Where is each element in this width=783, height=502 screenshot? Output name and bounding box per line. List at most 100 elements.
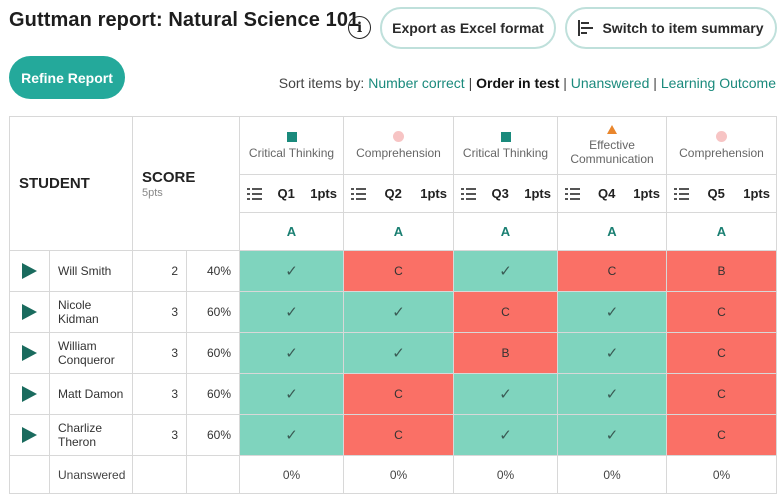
unanswered-value: 0% <box>557 455 667 494</box>
response-cell[interactable]: B <box>453 332 558 374</box>
correct-answer-q4: A <box>557 212 667 251</box>
student-score: 2 <box>132 250 187 292</box>
sort-separator: | <box>563 75 567 91</box>
student-column-header: STUDENT <box>9 116 133 251</box>
response-cell[interactable]: B <box>666 250 777 292</box>
student-score: 3 <box>132 291 187 333</box>
response-cell[interactable]: ✓ <box>239 373 344 415</box>
unanswered-value: 0% <box>666 455 777 494</box>
response-cell[interactable]: ✓ <box>239 332 344 374</box>
response-cell[interactable]: ✓ <box>343 291 454 333</box>
circle-marker-icon <box>716 131 727 142</box>
response-cell[interactable]: C <box>557 250 667 292</box>
response-cell[interactable]: ✓ <box>557 414 667 456</box>
outcome-label: Effective Communication <box>570 138 654 166</box>
empty-cell <box>132 455 187 494</box>
outcome-label: Critical Thinking <box>248 145 335 160</box>
play-button[interactable] <box>9 250 50 292</box>
unanswered-value: 0% <box>239 455 344 494</box>
play-icon <box>22 345 37 361</box>
outcome-header-q2: Comprehension <box>343 116 454 175</box>
bar-chart-icon <box>578 20 594 36</box>
question-label: Q2 <box>384 186 402 201</box>
sort-option-number-correct[interactable]: Number correct <box>368 75 465 91</box>
switch-item-summary-button[interactable]: Switch to item summary <box>565 7 777 49</box>
empty-cell <box>9 455 50 494</box>
empty-cell <box>186 455 240 494</box>
response-cell[interactable]: C <box>343 414 454 456</box>
check-icon: ✓ <box>392 345 405 362</box>
outcome-header-q1: Critical Thinking <box>239 116 344 175</box>
check-icon: ✓ <box>285 386 298 403</box>
student-name: William Conqueror <box>49 332 133 374</box>
play-icon <box>22 386 37 402</box>
check-icon: ✓ <box>605 427 619 444</box>
switch-item-summary-label: Switch to item summary <box>602 20 764 36</box>
circle-marker-icon <box>393 131 404 142</box>
play-button[interactable] <box>9 291 50 333</box>
response-cell[interactable]: C <box>666 414 777 456</box>
outcome-label: Comprehension <box>356 146 441 160</box>
play-button[interactable] <box>9 373 50 415</box>
question-header-q3[interactable]: Q3 1pts <box>453 174 558 213</box>
response-cell[interactable]: ✓ <box>453 373 558 415</box>
sort-option-learning-outcome[interactable]: Learning Outcome <box>660 75 776 91</box>
response-cell[interactable]: ✓ <box>557 373 667 415</box>
question-header-q5[interactable]: Q5 1pts <box>666 174 777 213</box>
question-points: 1pts <box>743 186 770 201</box>
response-cell[interactable]: C <box>666 291 777 333</box>
play-icon <box>22 263 37 279</box>
response-cell[interactable]: ✓ <box>453 250 558 292</box>
play-icon <box>22 304 37 320</box>
response-cell[interactable]: C <box>453 291 558 333</box>
score-header-points: 5pts <box>142 186 163 199</box>
square-marker-icon <box>500 131 511 142</box>
play-button[interactable] <box>9 414 50 456</box>
check-icon: ✓ <box>499 386 512 403</box>
response-cell[interactable]: ✓ <box>239 291 344 333</box>
response-cell[interactable]: ✓ <box>557 332 667 374</box>
triangle-marker-icon <box>607 125 617 134</box>
list-icon <box>674 187 689 200</box>
response-cell[interactable]: ✓ <box>453 414 558 456</box>
response-cell[interactable]: ✓ <box>239 250 344 292</box>
play-button[interactable] <box>9 332 50 374</box>
response-cell[interactable]: ✓ <box>239 414 344 456</box>
unanswered-row: Unanswered 0% 0% 0% 0% 0% <box>9 455 777 494</box>
export-excel-button[interactable]: Export as Excel format <box>380 7 556 49</box>
sort-separator: | <box>653 75 657 91</box>
response-cell[interactable]: ✓ <box>557 291 667 333</box>
check-icon: ✓ <box>285 304 298 321</box>
student-percent: 60% <box>186 291 240 333</box>
question-header-q2[interactable]: Q2 1pts <box>343 174 454 213</box>
response-cell[interactable]: C <box>666 373 777 415</box>
response-cell[interactable]: C <box>666 332 777 374</box>
table-row: Will Smith 2 40% ✓ C ✓ C B <box>9 250 777 292</box>
sort-separator: | <box>468 75 473 91</box>
correct-answer-q1: A <box>239 212 344 251</box>
score-header-label: SCORE <box>142 168 196 186</box>
response-cell[interactable]: C <box>343 373 454 415</box>
student-percent: 60% <box>186 373 240 415</box>
list-icon <box>565 187 580 200</box>
outcome-header-q3: Critical Thinking <box>453 116 558 175</box>
question-header-q4[interactable]: Q4 1pts <box>557 174 667 213</box>
question-label: Q4 <box>597 186 616 201</box>
question-header-q1[interactable]: Q1 1pts <box>239 174 344 213</box>
check-icon: ✓ <box>499 427 512 444</box>
refine-report-label: Refine Report <box>21 69 113 86</box>
correct-answer-q2: A <box>343 212 454 251</box>
question-label: Q5 <box>707 186 725 201</box>
page-title: Guttman report: Natural Science 101 <box>9 9 360 31</box>
play-icon <box>22 427 37 443</box>
student-name: Will Smith <box>49 250 133 292</box>
sort-option-unanswered[interactable]: Unanswered <box>570 75 650 91</box>
response-cell[interactable]: ✓ <box>343 332 454 374</box>
correct-answer-q5: A <box>666 212 777 251</box>
info-icon[interactable]: i <box>348 16 371 39</box>
sort-option-order-in-test[interactable]: Order in test <box>476 75 560 91</box>
outcome-label: Comprehension <box>679 146 764 160</box>
check-icon: ✓ <box>605 386 619 403</box>
refine-report-button[interactable]: Refine Report <box>9 56 125 99</box>
response-cell[interactable]: C <box>343 250 454 292</box>
